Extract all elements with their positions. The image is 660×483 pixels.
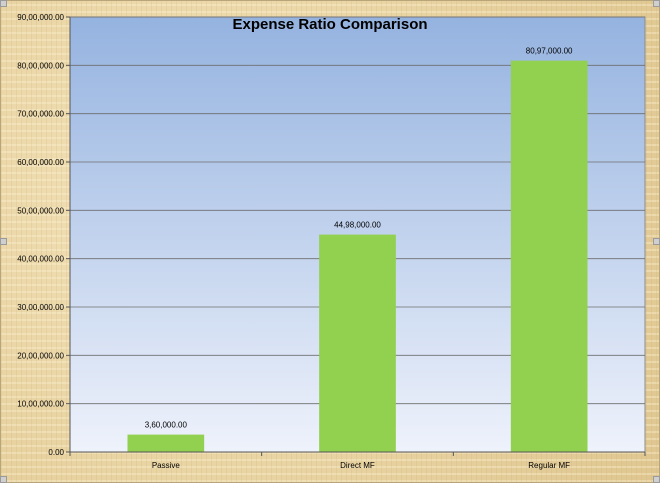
resize-handle-top-left[interactable]: [0, 0, 7, 7]
resize-handle-left[interactable]: [0, 238, 7, 245]
y-tick-label: 40,00,000.00: [17, 255, 64, 264]
data-label: 3,60,000.00: [145, 421, 188, 430]
y-tick-label: 50,00,000.00: [17, 206, 64, 215]
y-tick-label: 30,00,000.00: [17, 303, 64, 312]
data-label: 44,98,000.00: [334, 221, 381, 230]
x-tick-label: Passive: [152, 461, 181, 470]
y-tick-label: 90,00,000.00: [17, 13, 64, 22]
bar-regular-mf[interactable]: [510, 60, 588, 453]
y-tick-label: 60,00,000.00: [17, 158, 64, 167]
y-tick-label: 20,00,000.00: [17, 351, 64, 360]
bar-passive[interactable]: [127, 434, 205, 452]
bar-direct-mf[interactable]: [319, 234, 396, 452]
y-tick-label: 0.00: [48, 448, 64, 457]
chart-title[interactable]: Expense Ratio Comparison: [232, 16, 427, 33]
y-tick-label: 10,00,000.00: [17, 400, 64, 409]
x-tick-label: Regular MF: [528, 461, 570, 470]
data-label: 80,97,000.00: [526, 47, 573, 56]
y-tick-label: 80,00,000.00: [17, 61, 64, 70]
y-tick-label: 70,00,000.00: [17, 110, 64, 119]
x-tick-label: Direct MF: [340, 461, 375, 470]
